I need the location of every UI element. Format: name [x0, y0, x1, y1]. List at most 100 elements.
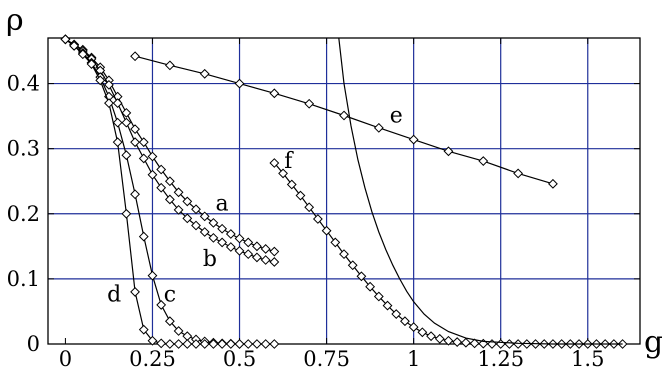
data-point-a	[252, 241, 262, 252]
data-point-d	[77, 49, 88, 60]
data-point-b	[156, 182, 167, 193]
data-point-d	[95, 75, 106, 86]
series-label-f: f	[284, 149, 294, 174]
data-point-d	[164, 339, 175, 349]
data-point-f	[373, 291, 384, 302]
data-point-d	[156, 338, 167, 349]
data-point-d	[191, 339, 201, 349]
data-point-d	[138, 324, 149, 335]
data-point-f	[400, 316, 410, 327]
data-point-f	[269, 158, 280, 168]
data-point-d	[60, 34, 71, 45]
data-point-c	[260, 339, 271, 349]
data-point-e	[130, 51, 140, 62]
data-point-f	[286, 179, 297, 190]
data-point-f	[278, 168, 288, 179]
labels: 0 0.25 0.5 0.75 1 1.25 1.5 0 0.1 0.2 0.3 0.4 ρ g a b c d e…	[6, 3, 662, 371]
data-point-f	[426, 331, 436, 342]
data-point-e	[304, 98, 315, 109]
data-point-b	[199, 227, 210, 237]
data-point-d	[208, 339, 219, 349]
data-point-e	[513, 168, 524, 179]
data-point-d	[69, 40, 80, 51]
data-point-b	[104, 79, 114, 90]
data-point-f	[408, 322, 419, 332]
data-point-a	[199, 211, 210, 222]
data-point-b	[252, 252, 262, 263]
series-label-a: a	[216, 192, 229, 217]
data-point-b	[225, 242, 236, 252]
data-point-d	[182, 339, 193, 349]
data-point-e	[408, 134, 419, 145]
data-point-f	[460, 337, 471, 348]
data-point-a	[208, 217, 219, 228]
data-point-a	[260, 244, 271, 254]
data-point-f	[347, 260, 358, 271]
y-axis-title: ρ	[6, 3, 24, 38]
data-point-f	[312, 214, 323, 224]
data-point-d	[199, 339, 210, 349]
data-point-f	[330, 237, 341, 248]
data-point-f	[321, 225, 332, 236]
series-label-b: b	[203, 247, 217, 272]
data-point-e	[443, 146, 454, 157]
data-point-a	[164, 176, 175, 187]
data-point-e	[234, 78, 245, 89]
x-tick-label: 1.25	[477, 347, 524, 371]
data-point-a	[234, 233, 245, 244]
y-tick-label: 0.1	[7, 267, 40, 291]
data-point-f	[295, 190, 306, 201]
data-point-b	[217, 237, 228, 248]
data-point-d	[225, 339, 236, 349]
data-point-a	[191, 204, 201, 215]
data-point-a	[173, 187, 184, 198]
data-point-f	[339, 249, 349, 260]
data-point-c	[130, 189, 140, 200]
data-point-a	[156, 164, 167, 175]
data-point-d	[173, 339, 184, 349]
y-tick-label: 0.2	[7, 202, 40, 226]
data-point-e	[548, 178, 558, 189]
data-point-c	[252, 339, 262, 349]
data-point-a	[217, 223, 228, 234]
data-point-b	[164, 194, 175, 205]
data-point-f	[382, 300, 393, 311]
x-tick-label: 0.25	[129, 347, 176, 371]
data-point-d	[217, 339, 228, 349]
series-label-d: d	[107, 283, 121, 308]
x-tick-label: 0.75	[303, 347, 350, 371]
data-point-e	[269, 88, 280, 99]
data-point-d	[147, 335, 158, 346]
data-point-e	[478, 156, 489, 166]
data-point-f	[478, 338, 489, 349]
x-tick-label: 1	[407, 347, 420, 371]
data-point-b	[121, 117, 132, 128]
data-point-f	[365, 281, 376, 292]
data-point-f	[356, 271, 367, 282]
data-point-d	[234, 339, 245, 349]
series-label-c: c	[164, 283, 176, 308]
data-point-c	[147, 270, 158, 281]
data-point-b	[234, 245, 245, 256]
data-point-c	[243, 339, 254, 349]
grid	[47, 37, 641, 345]
data-point-a	[243, 237, 254, 248]
data-point-b	[173, 204, 184, 215]
y-tick-label: 0.3	[7, 137, 40, 161]
data-point-a	[225, 229, 236, 239]
data-point-b	[182, 213, 193, 224]
data-point-b	[243, 249, 254, 260]
x-tick-label: 0	[59, 347, 72, 371]
data-point-b	[147, 169, 158, 180]
data-point-d	[121, 208, 132, 219]
data-point-f	[452, 337, 463, 347]
series-label-e: e	[390, 104, 403, 129]
data-point-c	[156, 300, 167, 310]
series-line-curve	[338, 37, 623, 345]
data-point-b	[138, 153, 149, 164]
data-point-b	[130, 137, 140, 148]
x-axis-title: g	[644, 325, 662, 360]
data-point-f	[304, 202, 315, 213]
data-point-c	[112, 117, 123, 128]
series-layer	[60, 34, 628, 349]
